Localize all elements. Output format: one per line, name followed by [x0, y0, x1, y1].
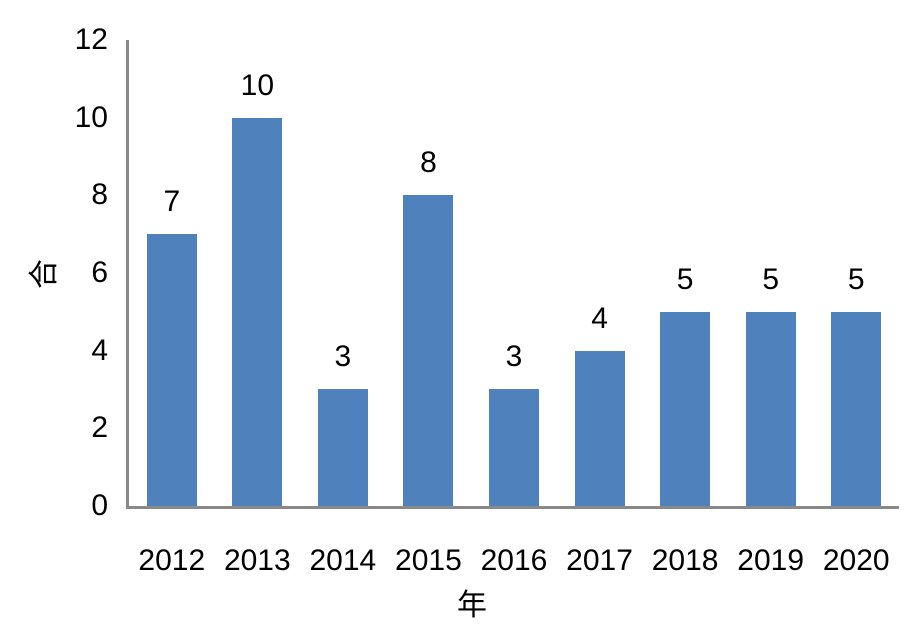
y-tick-label: 2: [91, 411, 108, 445]
bar-2017: [574, 351, 625, 506]
bar-2015: [403, 195, 454, 506]
x-tick-label-2012: 2012: [138, 544, 206, 577]
bar-value-label: 3: [505, 340, 523, 373]
x-axis-title: 年: [457, 589, 487, 622]
y-tick-label: 4: [91, 333, 108, 367]
y-tick-label: 8: [91, 178, 108, 212]
bar-2018: [660, 312, 711, 506]
bar-value-label: 5: [847, 263, 865, 296]
bar-2013: [232, 118, 283, 506]
y-tick-label: 0: [91, 489, 108, 522]
x-axis-tick-labels: 2012 2013 2014 2015 2016 2017 2018 2019 2020: [129, 543, 899, 581]
bar-value-label: 7: [163, 185, 181, 218]
x-tick-label-2019: 2019: [737, 544, 805, 577]
x-tick-label-2014: 2014: [309, 544, 377, 577]
bar-value-label: 10: [240, 69, 275, 102]
bar-2016: [489, 389, 539, 506]
plot-area: 7 10 3 8 3 4 5 5 5: [126, 40, 899, 509]
bar-value-label: 8: [420, 146, 437, 179]
x-tick-label-2018: 2018: [651, 544, 719, 577]
bar-value-label: 4: [591, 302, 608, 335]
y-tick-label: 6: [91, 256, 108, 289]
bar-value-label: 5: [762, 263, 779, 296]
bar-value-label: 3: [334, 340, 352, 373]
y-axis-tick-labels: 0 2 4 6 8 10 12: [0, 24, 108, 522]
x-tick-label-2020: 2020: [822, 544, 890, 577]
bar-2014: [317, 389, 368, 506]
x-tick-label-2015: 2015: [395, 544, 462, 577]
bar-2019: [745, 312, 796, 506]
bar-2020: [831, 312, 882, 506]
y-tick-label: 12: [74, 23, 108, 56]
bar-2012: [146, 234, 197, 506]
x-tick-label-2016: 2016: [480, 544, 548, 577]
y-tick-label: 10: [74, 100, 108, 134]
x-tick-label-2017: 2017: [566, 544, 633, 577]
bar-value-label: 5: [676, 263, 694, 296]
x-tick-label-2013: 2013: [223, 544, 291, 577]
